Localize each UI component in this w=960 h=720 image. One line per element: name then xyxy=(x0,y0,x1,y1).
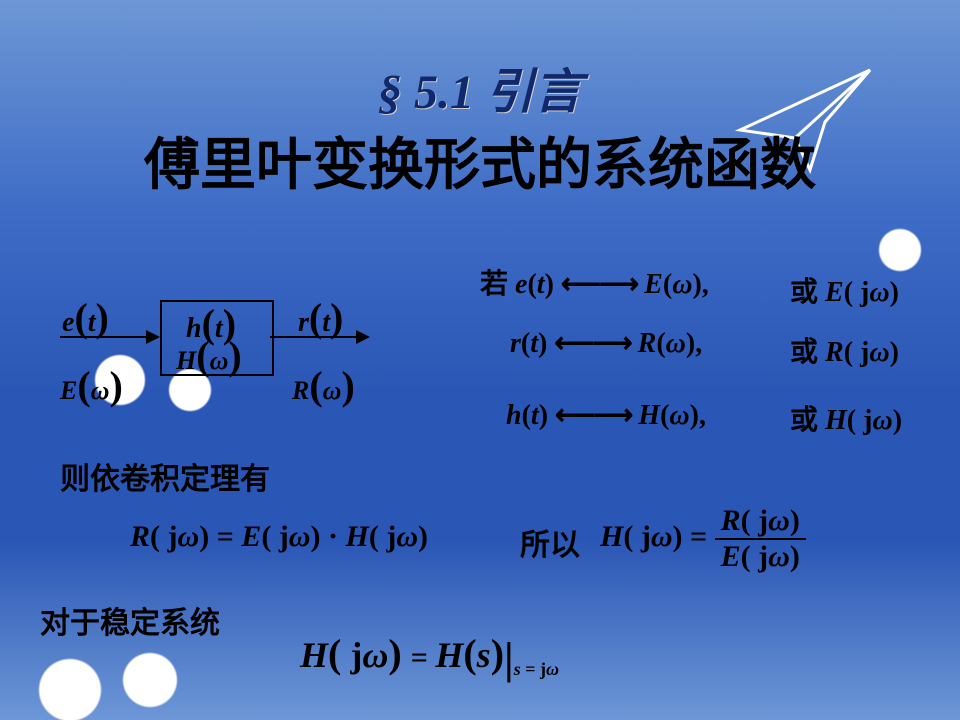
line-convolution: 则依卷积定理有 xyxy=(60,454,270,498)
prefix-if: 若 xyxy=(480,269,508,300)
transform-row-e: 若 e(t) ⟵⟶ E(ω), xyxy=(480,262,709,302)
system-block-diagram: e(t) E(ω) h(t) H(ω) r(t) R(ω) xyxy=(60,270,380,410)
so-label: 所以 xyxy=(520,520,580,564)
eq-hjw: H( jω) = R( jω) E( jω) xyxy=(600,504,806,574)
transform-alt-r: 或 R( jω) xyxy=(790,330,899,370)
main-title: 傅里叶变换形式的系统函数 xyxy=(0,120,960,201)
diagram-input-time: e(t) xyxy=(62,294,109,341)
transform-alt-e: 或 E( jω) xyxy=(790,270,899,310)
output-arrowhead-icon xyxy=(356,330,370,344)
transform-row-h: h(t) ⟵⟶ H(ω), xyxy=(506,398,706,432)
diagram-input-freq: E(ω) xyxy=(60,362,123,409)
diagram-box-bottom: H(ω) xyxy=(176,332,242,379)
diagram-output-freq: R(ω) xyxy=(292,362,355,409)
line-stable: 对于稳定系统 xyxy=(40,598,220,642)
transform-row-r: r(t) ⟵⟶ R(ω), xyxy=(510,326,702,360)
diagram-output-time: r(t) xyxy=(298,294,343,341)
section-marker: § 5.1 引言 xyxy=(0,52,960,122)
transform-alt-h: 或 H( jω) xyxy=(790,398,902,438)
eq-stable: H( jω) = H(s)|s = jω xyxy=(300,630,559,684)
eq-convolution: R( jω) = E( jω) · H( jω) xyxy=(130,520,428,554)
input-arrowhead-icon xyxy=(146,330,160,344)
